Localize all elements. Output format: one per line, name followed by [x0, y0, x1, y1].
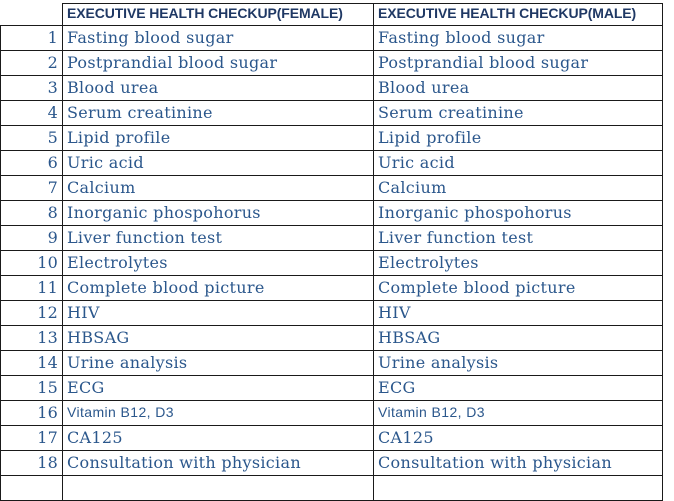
health-checkup-table: EXECUTIVE HEALTH CHECKUP(FEMALE) EXECUTI…	[0, 3, 663, 501]
table-row	[0, 475, 663, 501]
row-number-cell[interactable]: 9	[0, 225, 63, 251]
table-row: 6 Uric acid Uric acid	[0, 150, 663, 176]
male-item-cell[interactable]: CA125	[373, 425, 663, 451]
row-number-cell[interactable]: 8	[0, 200, 63, 226]
female-item-cell[interactable]: Inorganic phospohorus	[62, 200, 374, 226]
male-item-cell[interactable]: Uric acid	[373, 150, 663, 176]
male-item-cell[interactable]: Consultation with physician	[373, 450, 663, 476]
female-item-cell[interactable]: Serum creatinine	[62, 100, 374, 126]
row-number-cell[interactable]: 18	[0, 450, 63, 476]
female-item-cell[interactable]: Liver function test	[62, 225, 374, 251]
table-row: 15 ECG ECG	[0, 375, 663, 401]
female-item-cell[interactable]: Consultation with physician	[62, 450, 374, 476]
female-item-cell[interactable]: HIV	[62, 300, 374, 326]
table-row: 3 Blood urea Blood urea	[0, 75, 663, 101]
table-row: 4 Serum creatinine Serum creatinine	[0, 100, 663, 126]
male-item-cell[interactable]: ECG	[373, 375, 663, 401]
table-row: 16 Vitamin B12, D3 Vitamin B12, D3	[0, 400, 663, 426]
female-item-cell[interactable]: Electrolytes	[62, 250, 374, 276]
female-item-cell[interactable]: Blood urea	[62, 75, 374, 101]
female-item-cell[interactable]: Fasting blood sugar	[62, 25, 374, 51]
row-number-cell[interactable]: 13	[0, 325, 63, 351]
row-number-cell[interactable]: 6	[0, 150, 63, 176]
male-item-cell[interactable]: Electrolytes	[373, 250, 663, 276]
row-number-cell[interactable]: 14	[0, 350, 63, 376]
female-item-cell[interactable]: Urine analysis	[62, 350, 374, 376]
table-row: 17 CA125 CA125	[0, 425, 663, 451]
row-number-cell[interactable]: 4	[0, 100, 63, 126]
table-row: 9 Liver function test Liver function test	[0, 225, 663, 251]
header-row: EXECUTIVE HEALTH CHECKUP(FEMALE) EXECUTI…	[0, 3, 663, 26]
male-item-cell[interactable]: Calcium	[373, 175, 663, 201]
male-item-cell[interactable]: Serum creatinine	[373, 100, 663, 126]
female-item-cell[interactable]: Lipid profile	[62, 125, 374, 151]
column-header-male[interactable]: EXECUTIVE HEALTH CHECKUP(MALE)	[373, 3, 663, 26]
row-number-cell[interactable]: 7	[0, 175, 63, 201]
row-number-cell[interactable]: 5	[0, 125, 63, 151]
female-item-cell[interactable]: Vitamin B12, D3	[62, 400, 374, 426]
corner-cell[interactable]	[0, 3, 63, 26]
row-number-cell[interactable]: 10	[0, 250, 63, 276]
table-row: 18 Consultation with physician Consultatio…	[0, 450, 663, 476]
row-number-cell[interactable]: 17	[0, 425, 63, 451]
row-number-cell[interactable]: 16	[0, 400, 63, 426]
table-row: 2 Postprandial blood sugar Postprandial bl…	[0, 50, 663, 76]
female-item-cell[interactable]: Calcium	[62, 175, 374, 201]
female-item-cell[interactable]: Postprandial blood sugar	[62, 50, 374, 76]
female-item-cell[interactable]: Uric acid	[62, 150, 374, 176]
male-item-cell[interactable]: HIV	[373, 300, 663, 326]
female-item-cell[interactable]: Complete blood picture	[62, 275, 374, 301]
male-item-cell[interactable]: Vitamin B12, D3	[373, 400, 663, 426]
row-number-cell[interactable]: 2	[0, 50, 63, 76]
female-item-cell[interactable]: CA125	[62, 425, 374, 451]
male-item-cell[interactable]: Postprandial blood sugar	[373, 50, 663, 76]
male-item-cell[interactable]: Inorganic phospohorus	[373, 200, 663, 226]
grid-line	[62, 3, 63, 7]
table-row: 14 Urine analysis Urine analysis	[0, 350, 663, 376]
row-number-cell[interactable]	[0, 475, 63, 501]
table-row: 5 Lipid profile Lipid profile	[0, 125, 663, 151]
male-item-cell[interactable]: Liver function test	[373, 225, 663, 251]
table-row: 10 Electrolytes Electrolytes	[0, 250, 663, 276]
table-header-row: EXECUTIVE HEALTH CHECKUP(FEMALE) EXECUTI…	[0, 3, 663, 26]
row-number-cell[interactable]: 12	[0, 300, 63, 326]
row-number-cell[interactable]: 15	[0, 375, 63, 401]
female-item-cell[interactable]: HBSAG	[62, 325, 374, 351]
table-row: 1 Fasting blood sugar Fasting blood sugar	[0, 25, 663, 51]
row-number-cell[interactable]: 11	[0, 275, 63, 301]
female-item-cell[interactable]: ECG	[62, 375, 374, 401]
male-item-cell[interactable]: Fasting blood sugar	[373, 25, 663, 51]
table-row: 7 Calcium Calcium	[0, 175, 663, 201]
table-row: 12 HIV HIV	[0, 300, 663, 326]
table-row: 11 Complete blood picture Complete blood p…	[0, 275, 663, 301]
row-number-cell[interactable]: 3	[0, 75, 63, 101]
row-number-cell[interactable]: 1	[0, 25, 63, 51]
male-item-cell[interactable]: Complete blood picture	[373, 275, 663, 301]
male-item-cell[interactable]: Urine analysis	[373, 350, 663, 376]
table-row: 13 HBSAG HBSAG	[0, 325, 663, 351]
column-header-female[interactable]: EXECUTIVE HEALTH CHECKUP(FEMALE)	[62, 3, 374, 26]
female-item-cell[interactable]	[62, 475, 374, 501]
table-row: 8 Inorganic phospohorus Inorganic phospoho…	[0, 200, 663, 226]
table-body: 1 Fasting blood sugar Fasting blood sugar 2…	[0, 25, 663, 501]
male-item-cell[interactable]: Blood urea	[373, 75, 663, 101]
male-item-cell[interactable]	[373, 475, 663, 501]
male-item-cell[interactable]: HBSAG	[373, 325, 663, 351]
male-item-cell[interactable]: Lipid profile	[373, 125, 663, 151]
